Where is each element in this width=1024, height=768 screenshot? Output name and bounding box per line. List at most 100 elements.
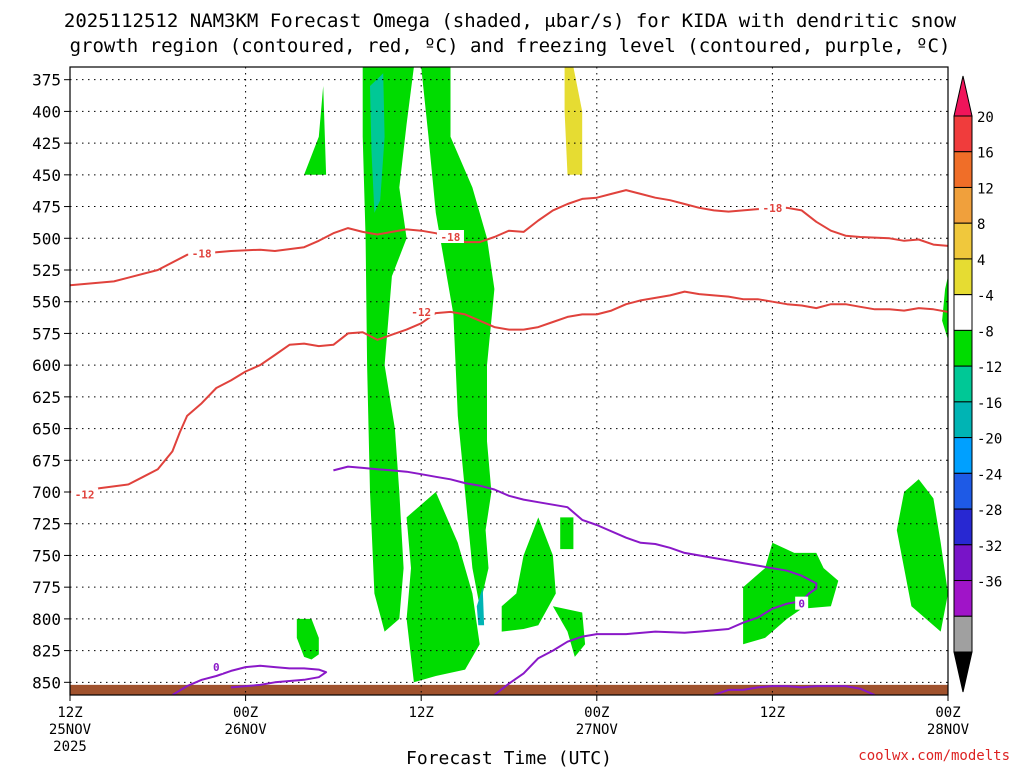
temperature-contour-label: -18 — [192, 247, 212, 260]
grid — [70, 67, 948, 695]
colorbar-segment — [953, 186, 973, 224]
y-tick-label: 525 — [32, 261, 61, 280]
colorbar-segment — [953, 329, 973, 367]
y-tick-label: 450 — [32, 166, 61, 185]
colorbar-label: -16 — [977, 396, 1002, 412]
omega-shading — [296, 67, 948, 683]
colorbar-label: -12 — [977, 360, 1002, 376]
freezing-level-contour-label-bg — [209, 660, 223, 674]
colorbar-segment — [953, 151, 973, 188]
contours: -18 -18 -18 -12 -12 0 0 — [70, 189, 948, 695]
temperature-contour-line — [70, 189, 948, 287]
temperature-contour-label: -18 — [762, 202, 782, 215]
y-tick-label: 650 — [32, 420, 61, 439]
y-tick-label: 800 — [32, 610, 61, 629]
colorbar-label: 20 — [977, 110, 994, 126]
colorbar-segment — [953, 472, 973, 510]
colorbar-segment — [953, 508, 973, 546]
colorbar-segment — [953, 437, 973, 474]
y-tick-label: 825 — [32, 642, 61, 661]
colorbar-segment — [953, 222, 973, 260]
colorbar-bottom-triangle — [953, 651, 973, 693]
omega-region-1 — [362, 67, 414, 632]
colorbar-label: -36 — [977, 575, 1002, 591]
omega-region-10 — [296, 618, 319, 660]
omega-region-5 — [552, 606, 586, 657]
colorbar-label: 16 — [977, 146, 994, 162]
y-tick-label: 625 — [32, 388, 61, 407]
colorbar-label: -32 — [977, 539, 1002, 555]
freezing-level-contour-label-bg — [795, 596, 809, 610]
y-tick-label: 500 — [32, 229, 61, 248]
colorbar-segment — [953, 544, 973, 582]
y-tick-label: 550 — [32, 293, 61, 312]
y-tick-label: 375 — [32, 71, 61, 90]
chart-title-line2: growth region (contoured, red, ºC) and f… — [70, 35, 951, 57]
temperature-contour-label-bg — [407, 304, 435, 318]
colorbar-segment — [953, 615, 973, 653]
colorbar-label: 4 — [977, 253, 985, 269]
temperature-contour-label: -18 — [441, 231, 461, 244]
y-axis: 375 400 425 450 475 500 525 550 575 600 625 650 675 7… — [32, 71, 70, 692]
colorbar-segment — [953, 580, 973, 617]
x-tick-label: 12Z — [409, 705, 434, 721]
y-tick-label: 575 — [32, 324, 61, 343]
x-tick-label: 2025 — [53, 739, 87, 755]
colorbar-label: -8 — [977, 324, 994, 340]
y-tick-label: 750 — [32, 546, 61, 565]
colorbar: 20 16 12 8 4 -4 -8 -12 -16 -20 -24 -28 -32 -36 — [953, 75, 1002, 693]
colorbar-segment — [953, 258, 973, 296]
freezing-level-contour-line — [333, 465, 818, 695]
colorbar-label: 8 — [977, 217, 985, 233]
colorbar-label: -20 — [977, 432, 1002, 448]
colorbar-top-triangle — [953, 75, 973, 117]
y-tick-label: 475 — [32, 198, 61, 217]
x-axis-label: Forecast Time (UTC) — [406, 748, 612, 768]
omega-region-7 — [743, 542, 839, 645]
y-tick-label: 700 — [32, 483, 61, 502]
y-tick-label: 725 — [32, 515, 61, 534]
omega-region-9 — [942, 276, 948, 340]
colorbar-label: 12 — [977, 181, 994, 197]
freezing-level-contour-label: 0 — [798, 598, 805, 611]
colorbar-label: -24 — [977, 467, 1002, 483]
colorbar-segment — [953, 401, 973, 439]
y-tick-label: 775 — [32, 578, 61, 597]
temperature-contour-label-bg — [758, 200, 786, 214]
credit-text: coolwx.com/modelts — [858, 748, 1010, 764]
omega-region-13 — [564, 67, 583, 175]
colorbar-label: -28 — [977, 503, 1002, 519]
x-tick-label: 28NOV — [927, 722, 970, 738]
y-tick-label: 675 — [32, 451, 61, 470]
temperature-contour-label: -12 — [75, 489, 95, 502]
omega-region-4 — [501, 517, 556, 632]
freezing-level-contour-line — [171, 664, 328, 695]
temperature-contour-label-bg — [71, 487, 99, 501]
surface-band-rect — [70, 684, 948, 695]
omega-region-12 — [476, 587, 485, 626]
colorbar-segment — [953, 365, 973, 403]
surface-band — [70, 684, 948, 695]
plot-frame — [69, 66, 949, 696]
x-tick-label: 27NOV — [576, 722, 619, 738]
x-tick-label: 12Z — [57, 705, 82, 721]
omega-region-2 — [421, 67, 495, 607]
x-tick-label: 00Z — [935, 705, 960, 721]
x-tick-label: 25NOV — [49, 722, 92, 738]
temperature-contour-label-bg — [188, 246, 216, 260]
x-tick-label: 12Z — [760, 705, 785, 721]
colorbar-segment — [953, 115, 973, 153]
y-tick-label: 850 — [32, 673, 61, 692]
y-tick-label: 425 — [32, 134, 61, 153]
chart-title-line1: 2025112512 NAM3KM Forecast Omega (shaded… — [64, 10, 957, 32]
temperature-contour-label-bg — [436, 230, 464, 244]
x-tick-label: 00Z — [584, 705, 609, 721]
freezing-level-contour-line — [713, 685, 876, 695]
y-tick-label: 400 — [32, 102, 61, 121]
colorbar-segment — [953, 294, 973, 331]
y-tick-label: 600 — [32, 356, 61, 375]
colorbar-label: -4 — [977, 289, 994, 305]
omega-region-6 — [560, 517, 574, 550]
freezing-level-contour-label: 0 — [213, 661, 220, 674]
